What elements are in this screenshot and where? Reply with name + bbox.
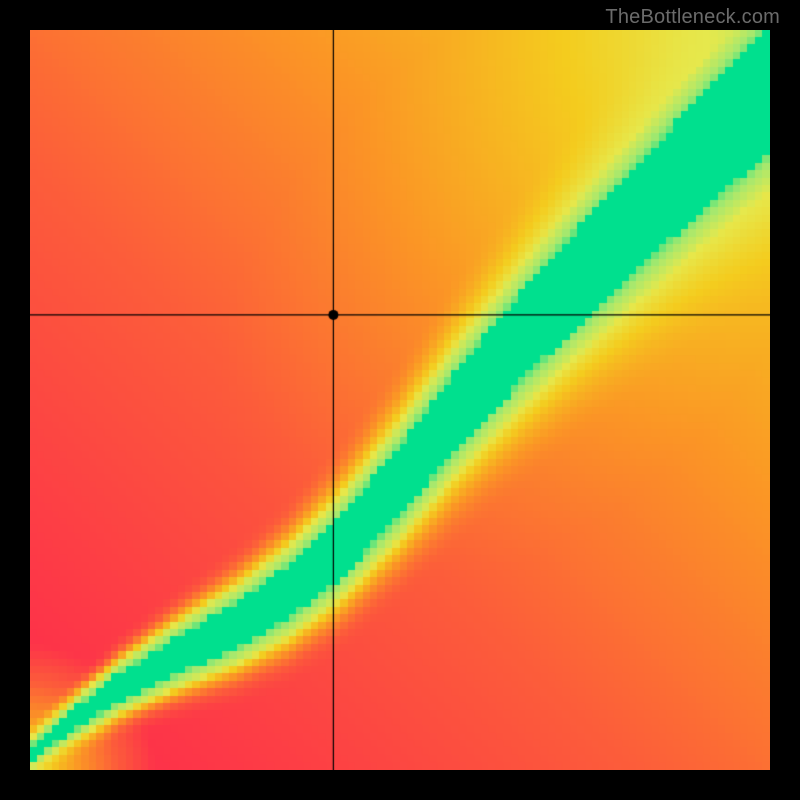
chart-container: TheBottleneck.com	[0, 0, 800, 800]
watermark-text: TheBottleneck.com	[605, 6, 780, 29]
heatmap-plot	[30, 30, 770, 770]
